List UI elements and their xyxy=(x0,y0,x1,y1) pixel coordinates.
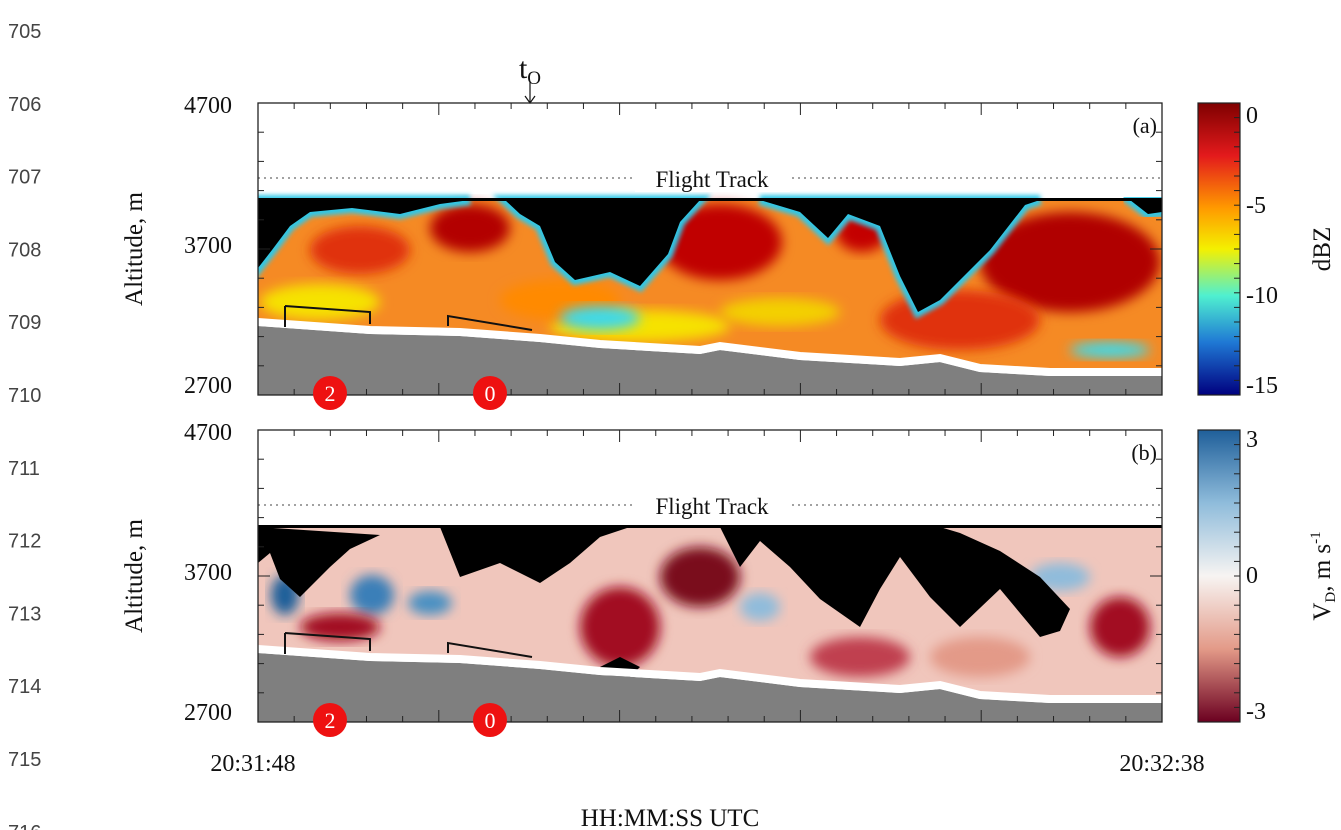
colorbar xyxy=(1197,102,1241,396)
figure: tO Flight Track 4700 3700 2700 Altitude, m (a)… xyxy=(121,52,1339,830)
line-number: 714 xyxy=(8,676,41,698)
colorbar-label-text: V xyxy=(1309,603,1336,621)
echo-blob xyxy=(660,547,740,607)
colorbar-tick-label: -10 xyxy=(1246,283,1278,309)
no-echo xyxy=(258,527,380,597)
no-echo xyxy=(1130,200,1162,214)
colorbar-tick-label: -15 xyxy=(1246,373,1278,399)
x-axis-label: HH:MM:SS UTC xyxy=(581,805,760,830)
colorbar-label: VD, m s-1 xyxy=(1308,531,1339,620)
panel: Flight Track 4700 3700 2700 Altitude, m (b) 2 0… xyxy=(121,420,1339,737)
colorbar-label-rest: , m s xyxy=(1309,544,1336,592)
flight-track-label: Flight Track xyxy=(655,494,769,519)
radar-image xyxy=(258,195,1162,395)
line-number: 706 xyxy=(8,94,41,116)
y-tick-label: 2700 xyxy=(184,373,232,399)
line-number: 712 xyxy=(8,531,41,553)
flight-track-label: Flight Track xyxy=(655,167,769,192)
panel: Flight Track 4700 3700 2700 Altitude, m (a) 2 0… xyxy=(121,93,1336,410)
y-axis-label: Altitude, m xyxy=(121,519,148,633)
line-number: 710 xyxy=(8,385,41,407)
colorbar-tick-label: -3 xyxy=(1246,699,1266,725)
colorbar-label-sup: -1 xyxy=(1308,531,1324,544)
no-echo xyxy=(258,200,470,268)
y-tick-label: 2700 xyxy=(184,700,232,726)
time-marker: tO xyxy=(519,52,541,89)
echo-blob xyxy=(880,290,1040,350)
y-axis-label: Altitude, m xyxy=(121,192,148,306)
colorbar-tick-label: -5 xyxy=(1246,193,1266,219)
surface-band xyxy=(258,318,1162,376)
echo-blob xyxy=(980,212,1160,312)
echo-blob xyxy=(930,637,1030,677)
line-number: 709 xyxy=(8,312,41,334)
bracket xyxy=(284,305,371,327)
echo-blob xyxy=(430,204,510,252)
colorbar-label: dBZ xyxy=(1309,227,1336,271)
no-echo xyxy=(505,200,700,286)
site-marker xyxy=(473,703,507,737)
no-echo xyxy=(720,527,1070,637)
colorbar-tick-label: 0 xyxy=(1246,563,1258,589)
site-marker xyxy=(313,703,347,737)
site-marker-label: 2 xyxy=(325,381,336,406)
line-number: 705 xyxy=(8,21,41,43)
colorbar-tick-label: 3 xyxy=(1246,427,1258,453)
site-marker-label: 2 xyxy=(325,708,336,733)
site-marker-label: 0 xyxy=(485,708,496,733)
echo-blob xyxy=(740,593,780,621)
bracket xyxy=(447,314,533,331)
echo-blob xyxy=(810,637,910,677)
radar-image xyxy=(258,525,1162,722)
line-number: 715 xyxy=(8,749,41,771)
bracket xyxy=(447,641,533,658)
time-marker-text: t xyxy=(519,52,528,85)
no-echo xyxy=(760,200,1040,312)
site-marker xyxy=(313,376,347,410)
site-marker-label: 0 xyxy=(485,381,496,406)
colorbar xyxy=(1197,429,1241,723)
line-number: 708 xyxy=(8,239,41,261)
surface-band xyxy=(258,645,1162,703)
y-tick-label: 4700 xyxy=(184,93,232,119)
echo-blob xyxy=(658,204,782,280)
colorbar-label-text: dBZ xyxy=(1309,227,1336,271)
line-number: 716 xyxy=(8,822,41,830)
flight-track-label-bg xyxy=(635,491,790,519)
panel-tag: (b) xyxy=(1131,440,1157,465)
colorbar-tick-label: 0 xyxy=(1246,103,1258,129)
y-tick-label: 4700 xyxy=(184,420,232,446)
x-tick-label: 20:32:38 xyxy=(1119,751,1204,777)
time-marker-subscript: O xyxy=(527,68,541,89)
line-numbers: 705 706 707 708 709 710 711 712 713 714 715 716 xyxy=(8,21,41,830)
panel-tag: (a) xyxy=(1133,113,1157,138)
y-tick-label: 3700 xyxy=(184,560,232,586)
site-marker xyxy=(473,376,507,410)
echo-blob xyxy=(1070,342,1150,358)
echo-blob xyxy=(350,575,394,615)
echo-blob xyxy=(1090,597,1150,657)
line-number: 713 xyxy=(8,603,41,625)
echo-blob xyxy=(260,284,380,320)
echo-blob xyxy=(580,587,660,667)
no-echo-band xyxy=(258,525,1162,528)
echo-blob xyxy=(310,226,410,274)
no-echo xyxy=(440,527,630,583)
x-tick-label: 20:31:48 xyxy=(210,751,295,777)
line-number: 707 xyxy=(8,167,41,189)
bracket xyxy=(284,632,371,654)
no-echo-band xyxy=(258,198,1162,201)
echo-blob xyxy=(300,613,380,641)
echo-blob xyxy=(720,298,840,326)
colorbar-label-sub: D xyxy=(1323,592,1339,603)
echo-blob xyxy=(560,306,640,330)
y-tick-label: 3700 xyxy=(184,233,232,259)
flight-track-label-bg xyxy=(635,164,790,192)
echo-blob xyxy=(408,591,452,615)
line-number: 711 xyxy=(8,458,40,480)
